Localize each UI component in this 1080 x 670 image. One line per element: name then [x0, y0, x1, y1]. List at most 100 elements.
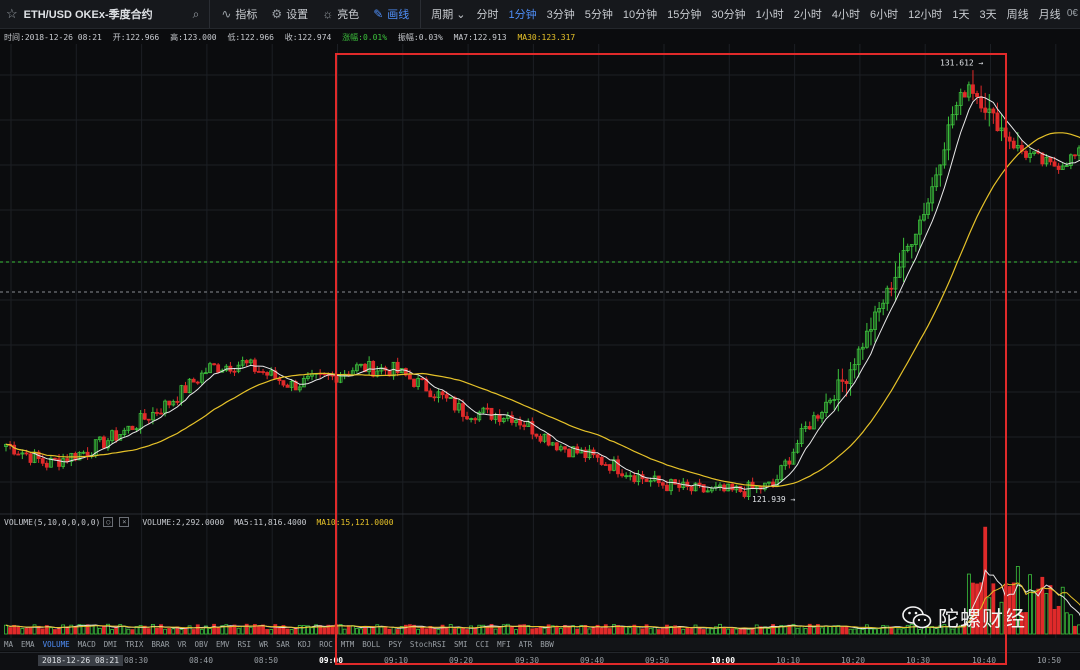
volume-bar [432, 628, 437, 635]
candle-body [705, 490, 710, 493]
volume-bar [844, 626, 849, 635]
candle-body [257, 371, 261, 373]
indicator-tab-stochrsi[interactable]: StochRSI [409, 640, 447, 649]
symbol-selector[interactable]: ☆ ETH/USD OKEx-季度合约 ⌕ [0, 0, 205, 28]
volume-indicator-label: VOLUME(5,10,0,0,0,0) [4, 517, 101, 527]
candle-body [1060, 165, 1065, 170]
volume-bar [391, 626, 396, 635]
volume-bar [966, 573, 971, 635]
indicator-tab-trix[interactable]: TRIX [125, 640, 144, 649]
indicator-tab-mtm[interactable]: MTM [340, 640, 355, 649]
sun-icon: ☼ [322, 7, 334, 21]
volume-bar [779, 625, 784, 635]
timeframe-6[interactable]: 30分钟 [711, 9, 746, 21]
indicator-tab-rsi[interactable]: RSI [237, 640, 252, 649]
theme-button[interactable]: ☼ 亮色 [315, 6, 366, 22]
indicator-tab-psy[interactable]: PSY [388, 640, 402, 649]
timeframe-5[interactable]: 15分钟 [667, 9, 702, 21]
timeframe-10[interactable]: 6小时 [870, 9, 899, 21]
indicator-tab-bbw[interactable]: BBW [540, 640, 554, 649]
indicator-tab-mfi[interactable]: MFI [497, 640, 511, 649]
candle-body [175, 401, 180, 403]
volume-bar [118, 624, 123, 635]
candle-body [191, 378, 196, 383]
volume-bar [885, 625, 890, 635]
period-dropdown[interactable]: 周期 ⌄ [431, 9, 466, 21]
indicator-tab-dmi[interactable]: DMI [103, 640, 118, 649]
info-time: 时间:2018-12-26 08:21 [4, 33, 102, 42]
settings-button[interactable]: ⚙ 设置 [264, 6, 315, 22]
indicator-tab-smi[interactable]: SMI [454, 640, 468, 649]
timeframe-0[interactable]: 分时 [476, 9, 499, 21]
candle-body [979, 96, 984, 109]
close-icon[interactable]: × [119, 517, 130, 527]
indicator-tab-atr[interactable]: ATR [518, 640, 533, 649]
price-chart[interactable]: 131.612 → 121.939 → [0, 0, 1080, 652]
timeframe-1[interactable]: 1分钟 [508, 9, 537, 21]
timeframe-4[interactable]: 10分钟 [622, 9, 658, 21]
star-icon[interactable]: ☆ [6, 6, 18, 21]
volume-bar [24, 628, 29, 635]
indicator-tab-ma[interactable]: MA [4, 640, 14, 649]
top-toolbar: ☆ ETH/USD OKEx-季度合约 ⌕ ∿ 指标 ⚙ 设置 ☼ 亮色 ✎ 画… [0, 0, 1080, 29]
indicator-tab-sar[interactable]: SAR [276, 640, 290, 649]
indicator-tab-brar[interactable]: BRAR [151, 640, 170, 649]
volume-bar [505, 623, 510, 635]
candle-body [922, 214, 926, 221]
candle-body [4, 443, 8, 447]
timeframe-15[interactable]: 月线 [1038, 9, 1061, 21]
settings-label: 设置 [286, 9, 309, 21]
candle-body [20, 452, 25, 455]
timeframe-11[interactable]: 12小时 [908, 9, 943, 21]
timeframe-8[interactable]: 2小时 [793, 9, 822, 21]
indicator-tab-macd[interactable]: MACD [77, 640, 96, 649]
timeframe-3[interactable]: 5分钟 [584, 9, 613, 21]
indicator-tab-cci[interactable]: CCI [475, 640, 490, 649]
timeframe-2[interactable]: 3分钟 [546, 9, 575, 21]
volume-bar [995, 613, 1000, 635]
volume-bar [734, 628, 739, 635]
indicator-tabs: MA EMA VOLUME MACD DMI TRIX BRAR VR OBV EMV RSI WR S… [0, 638, 1080, 651]
indicator-tab-obv[interactable]: OBV [194, 640, 208, 649]
indicator-tab-roc[interactable]: ROC [319, 640, 333, 649]
volume-bar [65, 626, 70, 635]
candle-body [632, 475, 637, 482]
candle-body [485, 407, 490, 410]
timeframe-14[interactable]: 周线 [1006, 9, 1029, 21]
volume-bar [289, 629, 294, 635]
candle-body [395, 361, 400, 374]
candle-body [216, 364, 221, 373]
timeframe-9[interactable]: 4小时 [831, 9, 861, 21]
pencil-icon: ✎ [373, 7, 384, 21]
indicator-tab-emv[interactable]: EMV [215, 640, 230, 649]
indicators-button[interactable]: ∿ 指标 [214, 6, 264, 22]
candle-body [465, 416, 469, 420]
candle-body [122, 429, 127, 435]
candle-body [416, 378, 420, 387]
indicator-tab-ema[interactable]: EMA [21, 640, 35, 649]
candle-body [412, 378, 416, 387]
volume-bar [897, 628, 902, 635]
settings-small-icon[interactable]: ○ [103, 517, 114, 527]
indicator-tab-vr[interactable]: VR [177, 640, 187, 649]
candle-body [946, 124, 951, 151]
volume-bar [138, 625, 143, 635]
indicator-tab-boll[interactable]: BOLL [362, 640, 381, 649]
candle-body [334, 375, 339, 383]
volume-bar [607, 628, 612, 635]
indicator-tab-volume[interactable]: VOLUME [42, 640, 70, 649]
volume-bar [930, 626, 935, 635]
volume-bar [840, 626, 845, 635]
timeframe-13[interactable]: 3天 [979, 9, 997, 21]
volume-bar [811, 626, 816, 635]
volume-bar [648, 627, 653, 635]
timeframe-7[interactable]: 1小时 [755, 9, 784, 21]
candle-body [142, 413, 147, 420]
timeframe-12[interactable]: 1天 [952, 9, 970, 21]
indicator-tab-wr[interactable]: WR [259, 640, 269, 649]
indicator-tab-kdj[interactable]: KDJ [297, 640, 312, 649]
volume-bar [612, 624, 616, 635]
search-icon[interactable]: ⌕ [192, 6, 200, 21]
volume-bar [705, 627, 710, 635]
draw-button[interactable]: ✎ 画线 [366, 6, 416, 22]
